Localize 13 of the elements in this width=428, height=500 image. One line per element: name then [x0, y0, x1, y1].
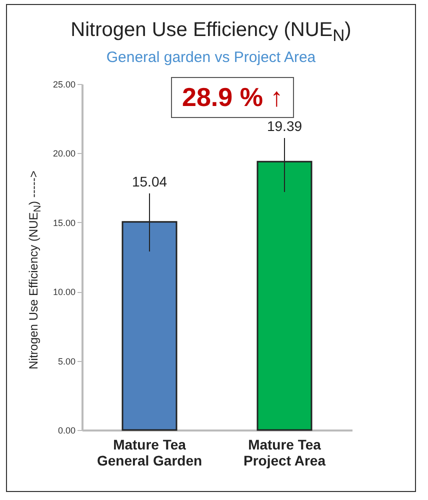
y-tick-label: 5.00: [58, 356, 76, 366]
chart-title: Nitrogen Use Efficiency (NUE$_{N}$): [70, 19, 352, 46]
data-label: 15.04: [132, 173, 168, 190]
x-tick-label: Mature Tea Project Area: [244, 436, 326, 468]
data-label: 19.39: [266, 118, 302, 134]
annotation: 28.9 % ↑: [171, 77, 294, 118]
y-tick-label: 15.00: [52, 218, 76, 228]
y-tick-label: 25.00: [52, 80, 76, 90]
y-tick-label: 20.00: [52, 148, 76, 159]
chart-subtitle: General garden vs Project Area: [105, 49, 317, 66]
x-tick-label: Mature Tea General Garden: [96, 436, 202, 468]
y-tick-label: 10.00: [52, 287, 76, 298]
y-tick-label: 0.00: [58, 426, 76, 436]
